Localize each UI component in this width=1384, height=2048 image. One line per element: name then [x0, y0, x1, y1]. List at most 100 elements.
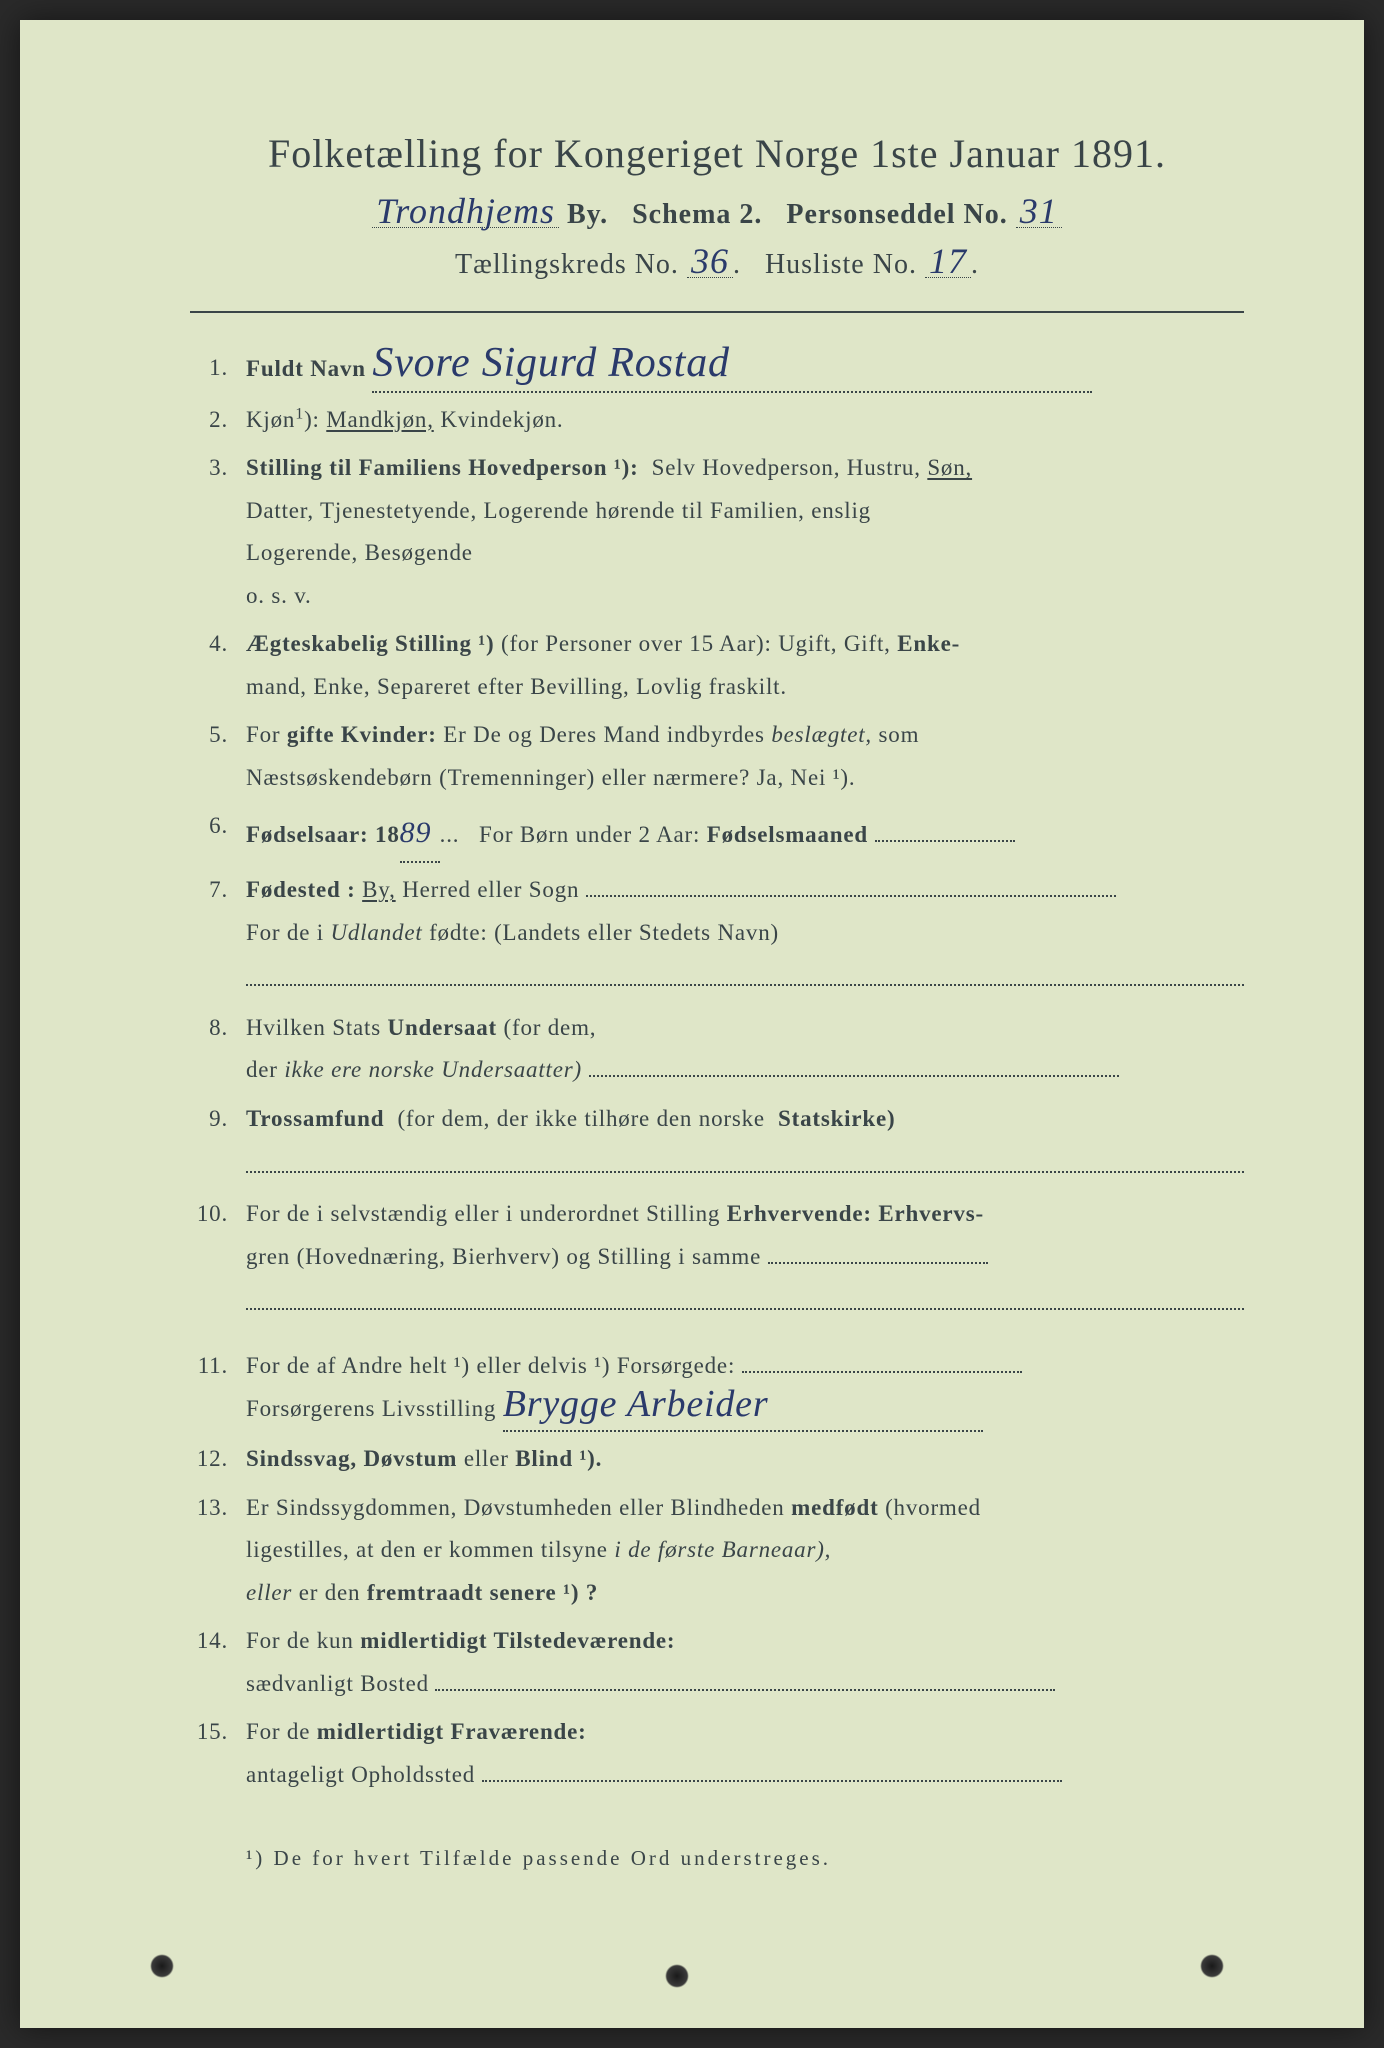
- item-content: Sindssvag, Døvstum eller Blind ¹).: [246, 1438, 1244, 1481]
- item-number: 14.: [190, 1620, 246, 1705]
- city-handwritten: Trondhjems: [372, 195, 559, 228]
- item-number: 11.: [190, 1345, 246, 1432]
- kreds-label: Tællingskreds No.: [455, 249, 679, 280]
- item-content: Fødselsaar: 1889... For Børn under 2 Aar…: [246, 805, 1244, 863]
- q3-line4: o. s. v.: [246, 583, 312, 608]
- q11a: For de af Andre helt ¹) eller delvis ¹) …: [246, 1353, 735, 1378]
- dotted-fill: [482, 1780, 1062, 1782]
- item-number: 1.: [190, 347, 246, 393]
- q9c: Statskirke): [778, 1106, 895, 1131]
- form-title: Folketælling for Kongeriget Norge 1ste J…: [190, 130, 1244, 177]
- q3-line2: Datter, Tjenestetyende, Logerende hørend…: [246, 498, 871, 523]
- item-number: 7.: [190, 869, 246, 1001]
- mandkjon-underlined: Mandkjøn,: [326, 407, 434, 432]
- form-items: 1. Fuldt Navn Svore Sigurd Rostad 2. Kjø…: [190, 347, 1244, 1796]
- dotted-fill: [435, 1689, 1055, 1691]
- q4-text: (for Personer over 15 Aar): Ugift, Gift,: [501, 631, 891, 656]
- q13h: fremtraadt senere ¹) ?: [367, 1580, 598, 1605]
- q8a: Hvilken Stats: [246, 1015, 381, 1040]
- q7c: For de i: [246, 920, 324, 945]
- q8b: Undersaat: [388, 1015, 497, 1040]
- schema-label: Schema 2.: [632, 199, 762, 230]
- q10b: Erhvervende: Erhvervs-: [727, 1201, 984, 1226]
- item-number: 10.: [190, 1193, 246, 1325]
- q5d: beslægtet,: [771, 722, 872, 747]
- item-number: 2.: [190, 399, 246, 442]
- q8e: ikke ere norske Undersaatter): [284, 1057, 582, 1082]
- item-content: Trossamfund (for dem, der ikke tilhøre d…: [246, 1098, 1244, 1187]
- q13d: ligestilles, at den er kommen tilsyne: [246, 1537, 608, 1562]
- punch-hole-icon: [150, 1954, 174, 1978]
- q7a: Fødested :: [246, 877, 356, 902]
- q14a: For de kun: [246, 1628, 354, 1653]
- item-content: Er Sindssygdommen, Døvstumheden eller Bl…: [246, 1487, 1244, 1615]
- q5a: For: [246, 722, 280, 747]
- q6c: Fødselsmaaned: [707, 822, 868, 847]
- item-content: Kjøn1): Mandkjøn, Kvindekjøn.: [246, 399, 1244, 442]
- q13e: i de første Barneaar),: [614, 1537, 831, 1562]
- q10a: For de i selvstændig eller i underordnet…: [246, 1201, 720, 1226]
- q13g: er den: [299, 1580, 361, 1605]
- q12c: Blind ¹).: [515, 1446, 602, 1471]
- item-2: 2. Kjøn1): Mandkjøn, Kvindekjøn.: [190, 399, 1244, 442]
- q15b: midlertidigt Fraværende:: [317, 1719, 587, 1744]
- punch-hole-icon: [665, 1964, 689, 1988]
- item-6: 6. Fødselsaar: 1889... For Børn under 2 …: [190, 805, 1244, 863]
- item-content: Fuldt Navn Svore Sigurd Rostad: [246, 347, 1244, 393]
- form-header: Folketælling for Kongeriget Norge 1ste J…: [190, 130, 1244, 281]
- dotted-fill: [589, 1075, 1119, 1077]
- q3-line3: Logerende, Besøgende: [246, 540, 473, 565]
- q13b: medfødt: [791, 1495, 878, 1520]
- q13a: Er Sindssygdommen, Døvstumheden eller Bl…: [246, 1495, 785, 1520]
- item-number: 5.: [190, 714, 246, 799]
- q12b: eller: [464, 1446, 509, 1471]
- item-number: 9.: [190, 1098, 246, 1187]
- item-number: 4.: [190, 623, 246, 708]
- item-number: 6.: [190, 805, 246, 863]
- item-12: 12. Sindssvag, Døvstum eller Blind ¹).: [190, 1438, 1244, 1481]
- header-line-2: Trondhjems By. Schema 2. Personseddel No…: [190, 195, 1244, 231]
- son-underlined: Søn,: [927, 455, 972, 480]
- q15a: For de: [246, 1719, 310, 1744]
- q8c: (for dem,: [504, 1015, 597, 1040]
- item-3: 3. Stilling til Familiens Hovedperson ¹)…: [190, 447, 1244, 617]
- year-handwritten: 89: [400, 805, 440, 863]
- item-content: Hvilken Stats Undersaat (for dem, der ik…: [246, 1007, 1244, 1092]
- punch-hole-icon: [1200, 1954, 1224, 1978]
- q8d: der: [246, 1057, 278, 1082]
- q4-label: Ægteskabelig Stilling ¹): [246, 631, 494, 656]
- item-number: 12.: [190, 1438, 246, 1481]
- q7d: Udlandet: [331, 920, 423, 945]
- dotted-fill-line: [246, 1140, 1244, 1172]
- q14b: midlertidigt Tilstedeværende:: [360, 1628, 675, 1653]
- item-content: For gifte Kvinder: Er De og Deres Mand i…: [246, 714, 1244, 799]
- dotted-fill: [586, 895, 1116, 897]
- dotted-fill: [768, 1262, 988, 1264]
- q12: Sindssvag, Døvstum: [246, 1446, 457, 1471]
- q13c: (hvormed: [885, 1495, 981, 1520]
- husliste-no-handwritten: 17: [925, 245, 971, 278]
- item-13: 13. Er Sindssygdommen, Døvstumheden elle…: [190, 1487, 1244, 1615]
- q7b: Herred eller Sogn: [402, 877, 579, 902]
- person-no-handwritten: 31: [1016, 195, 1062, 228]
- q6b: For Børn under 2 Aar:: [479, 822, 700, 847]
- item-content: For de i selvstændig eller i underordnet…: [246, 1193, 1244, 1325]
- q9a: Trossamfund: [246, 1106, 384, 1131]
- dotted-fill: [875, 840, 1015, 842]
- livsstilling-handwritten: Brygge Arbeider: [503, 1389, 769, 1419]
- item-content: Ægteskabelig Stilling ¹) (for Personer o…: [246, 623, 1244, 708]
- item-number: 15.: [190, 1711, 246, 1796]
- item-number: 3.: [190, 447, 246, 617]
- item-content: Stilling til Familiens Hovedperson ¹): S…: [246, 447, 1244, 617]
- q5e: som: [879, 722, 920, 747]
- q15c: antageligt Opholdssted: [246, 1762, 475, 1787]
- item-4: 4. Ægteskabelig Stilling ¹) (for Persone…: [190, 623, 1244, 708]
- q9b: (for dem, der ikke tilhøre den norske: [397, 1106, 764, 1131]
- item-5: 5. For gifte Kvinder: Er De og Deres Man…: [190, 714, 1244, 799]
- husliste-label: Husliste No.: [765, 249, 917, 280]
- name-handwritten: Svore Sigurd Rostad: [372, 347, 729, 381]
- item-1: 1. Fuldt Navn Svore Sigurd Rostad: [190, 347, 1244, 393]
- q14c: sædvanligt Bosted: [246, 1671, 429, 1696]
- q10c: gren (Hovednæring, Bierhverv) og Stillin…: [246, 1244, 761, 1269]
- item-content: Fødested : By, Herred eller Sogn For de …: [246, 869, 1244, 1001]
